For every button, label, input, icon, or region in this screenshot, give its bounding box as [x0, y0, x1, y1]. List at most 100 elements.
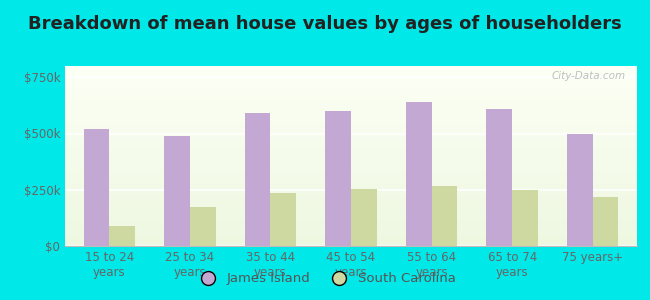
Bar	[65, 234, 637, 235]
Bar	[406, 102, 432, 246]
Bar	[65, 111, 637, 112]
Bar	[65, 238, 637, 239]
Bar	[351, 189, 377, 246]
Bar	[65, 142, 637, 143]
Bar	[65, 69, 637, 70]
Bar	[65, 227, 637, 228]
Bar	[65, 217, 637, 218]
Bar	[65, 89, 637, 90]
Bar	[65, 82, 637, 83]
Bar	[65, 200, 637, 201]
Bar	[65, 160, 637, 161]
Bar	[65, 152, 637, 153]
Bar	[65, 96, 637, 97]
Bar	[190, 207, 216, 246]
Bar	[65, 239, 637, 240]
Bar	[65, 158, 637, 159]
Bar	[65, 193, 637, 194]
Bar	[65, 225, 637, 226]
Bar	[65, 140, 637, 141]
Bar	[65, 175, 637, 176]
Bar	[65, 226, 637, 227]
Bar	[65, 244, 637, 245]
Bar	[65, 170, 637, 171]
Bar	[65, 108, 637, 109]
Bar	[65, 232, 637, 233]
Bar	[65, 163, 637, 164]
Bar	[65, 184, 637, 185]
Bar	[65, 154, 637, 155]
Bar	[65, 80, 637, 81]
Bar	[65, 211, 637, 212]
Bar	[65, 206, 637, 207]
Bar	[65, 93, 637, 94]
Bar	[65, 162, 637, 163]
Bar	[65, 79, 637, 80]
Bar	[65, 88, 637, 89]
Bar	[65, 203, 637, 204]
Bar	[65, 105, 637, 106]
Bar	[65, 165, 637, 166]
Bar	[65, 114, 637, 115]
Bar	[84, 129, 109, 246]
Bar	[65, 131, 637, 132]
Bar	[65, 231, 637, 232]
Bar	[65, 216, 637, 217]
Bar	[65, 201, 637, 202]
Bar	[65, 120, 637, 121]
Bar	[65, 199, 637, 200]
Bar	[65, 78, 637, 79]
Bar	[65, 117, 637, 118]
Bar	[65, 208, 637, 209]
Bar	[65, 130, 637, 131]
Bar	[65, 185, 637, 186]
Bar	[65, 87, 637, 88]
Bar	[65, 115, 637, 116]
Bar	[65, 160, 637, 161]
Bar	[65, 219, 637, 220]
Bar	[65, 169, 637, 170]
Bar	[65, 204, 637, 205]
Bar	[65, 95, 637, 96]
Bar	[65, 104, 637, 105]
Bar	[65, 127, 637, 128]
Bar	[65, 98, 637, 99]
Bar	[65, 209, 637, 210]
Bar	[65, 167, 637, 168]
Bar	[65, 73, 637, 74]
Bar	[65, 132, 637, 133]
Bar	[65, 150, 637, 151]
Bar	[567, 134, 593, 246]
Bar	[65, 135, 637, 136]
Bar	[244, 113, 270, 246]
Bar	[486, 109, 512, 246]
Bar	[65, 71, 637, 72]
Bar	[65, 100, 637, 101]
Bar	[65, 125, 637, 126]
Bar	[65, 189, 637, 190]
Bar	[65, 233, 637, 234]
Bar	[65, 118, 637, 119]
Bar	[65, 137, 637, 138]
Bar	[65, 212, 637, 213]
Bar	[65, 84, 637, 85]
Bar	[65, 74, 637, 75]
Bar	[65, 192, 637, 193]
Bar	[65, 194, 637, 195]
Bar	[65, 169, 637, 170]
Bar	[65, 196, 637, 197]
Bar	[512, 190, 538, 246]
Bar	[65, 77, 637, 78]
Bar	[65, 190, 637, 191]
Bar	[65, 146, 637, 147]
Bar	[65, 119, 637, 120]
Bar	[65, 86, 637, 87]
Bar	[65, 176, 637, 177]
Bar	[65, 197, 637, 198]
Bar	[65, 113, 637, 114]
Bar	[65, 103, 637, 104]
Bar	[65, 83, 637, 84]
Bar	[65, 241, 637, 242]
Bar	[65, 183, 637, 184]
Bar	[65, 129, 637, 130]
